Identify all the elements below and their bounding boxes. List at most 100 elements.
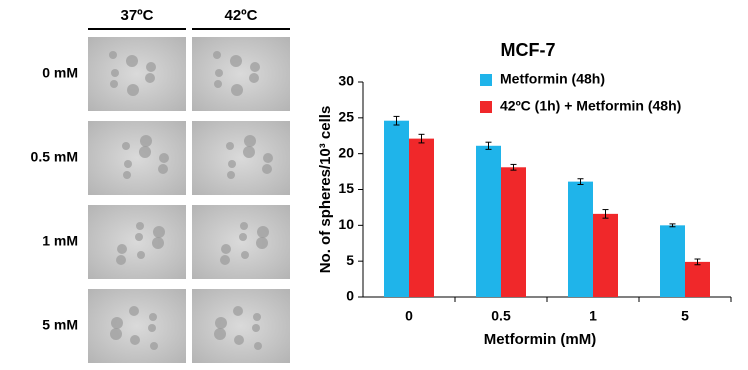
x-axis-label: Metformin (mM) xyxy=(484,331,597,348)
micrograph xyxy=(192,205,290,279)
sphere xyxy=(117,244,127,254)
sphere xyxy=(111,69,119,77)
x-tick-label: 5 xyxy=(681,308,689,324)
row-label: 1 mM xyxy=(42,233,78,249)
sphere xyxy=(257,226,269,238)
bar xyxy=(593,213,618,297)
sphere xyxy=(252,324,260,332)
micrograph xyxy=(192,121,290,195)
x-tick-label: 0.5 xyxy=(491,308,511,324)
legend-label: Metformin (48h) xyxy=(500,71,605,87)
error-bar xyxy=(669,223,676,228)
sphere xyxy=(244,135,256,147)
sphere xyxy=(126,55,138,67)
sphere xyxy=(158,164,168,174)
sphere xyxy=(130,335,140,345)
error-bar xyxy=(510,163,517,171)
error-bar xyxy=(418,133,425,144)
bar xyxy=(476,145,501,297)
error-bar xyxy=(393,115,400,126)
y-tick-label: 15 xyxy=(338,180,354,196)
bar xyxy=(568,181,593,297)
sphere xyxy=(122,142,130,150)
sphere xyxy=(221,244,231,254)
chart-title: MCF-7 xyxy=(501,40,556,60)
sphere xyxy=(116,255,126,265)
column-label: 37ºC xyxy=(121,7,154,24)
micrograph xyxy=(192,289,290,363)
sphere xyxy=(152,237,164,249)
sphere xyxy=(226,142,234,150)
error-bar xyxy=(602,209,609,219)
error-bar xyxy=(577,178,584,185)
sphere xyxy=(109,51,117,59)
bar xyxy=(685,261,710,297)
sphere xyxy=(263,153,273,163)
sphere xyxy=(239,233,247,241)
sphere xyxy=(110,80,118,88)
sphere xyxy=(234,335,244,345)
sphere xyxy=(228,160,236,168)
sphere xyxy=(139,146,151,158)
sphere xyxy=(129,306,139,316)
sphere xyxy=(149,313,157,321)
micrograph-panel: 37ºC 42ºC 0 mM 0.5 mM 1 mM 5 mM xyxy=(31,7,290,363)
sphere xyxy=(110,328,122,340)
y-tick-label: 20 xyxy=(338,144,354,160)
sphere xyxy=(262,164,272,174)
x-tick-label: 1 xyxy=(589,308,597,324)
y-tick-label: 10 xyxy=(338,216,354,232)
sphere xyxy=(215,69,223,77)
sphere xyxy=(135,233,143,241)
sphere xyxy=(150,342,158,350)
sphere xyxy=(220,255,230,265)
row-label: 0.5 mM xyxy=(31,149,78,165)
y-tick-label: 5 xyxy=(346,252,354,268)
sphere xyxy=(243,146,255,158)
sphere xyxy=(250,62,260,72)
sphere xyxy=(148,324,156,332)
chart: MCF-7 No. of spheres/10³ cells Metformin (… xyxy=(317,40,732,348)
sphere xyxy=(213,51,221,59)
error-bar xyxy=(694,258,701,266)
micrograph xyxy=(88,121,186,195)
sphere xyxy=(159,153,169,163)
sphere xyxy=(231,84,243,96)
sphere xyxy=(136,222,144,230)
sphere xyxy=(145,73,155,83)
sphere xyxy=(254,342,262,350)
legend-swatch xyxy=(480,74,492,86)
micrograph xyxy=(88,289,186,363)
row-label: 5 mM xyxy=(42,317,78,333)
micrograph xyxy=(88,37,186,111)
micrograph xyxy=(192,37,290,111)
legend-swatch xyxy=(480,101,492,113)
bar xyxy=(501,167,526,297)
sphere xyxy=(140,135,152,147)
sphere xyxy=(127,84,139,96)
sphere xyxy=(256,237,268,249)
legend-label: 42ºC (1h) + Metformin (48h) xyxy=(500,98,681,114)
row-label: 0 mM xyxy=(42,65,78,81)
sphere xyxy=(123,171,131,179)
sphere xyxy=(253,313,261,321)
bar xyxy=(660,225,685,297)
sphere xyxy=(146,62,156,72)
y-tick-label: 0 xyxy=(346,288,354,304)
error-bar xyxy=(485,141,492,150)
y-axis-label: No. of spheres/10³ cells xyxy=(317,106,334,274)
column-label: 42ºC xyxy=(225,7,258,24)
sphere xyxy=(111,317,123,329)
bar xyxy=(409,138,434,297)
sphere xyxy=(240,222,248,230)
sphere xyxy=(153,226,165,238)
sphere xyxy=(249,73,259,83)
y-tick-label: 30 xyxy=(338,73,354,89)
sphere xyxy=(137,251,145,259)
sphere xyxy=(124,160,132,168)
sphere xyxy=(230,55,242,67)
sphere xyxy=(215,317,227,329)
y-tick-label: 25 xyxy=(338,109,354,125)
sphere xyxy=(233,306,243,316)
